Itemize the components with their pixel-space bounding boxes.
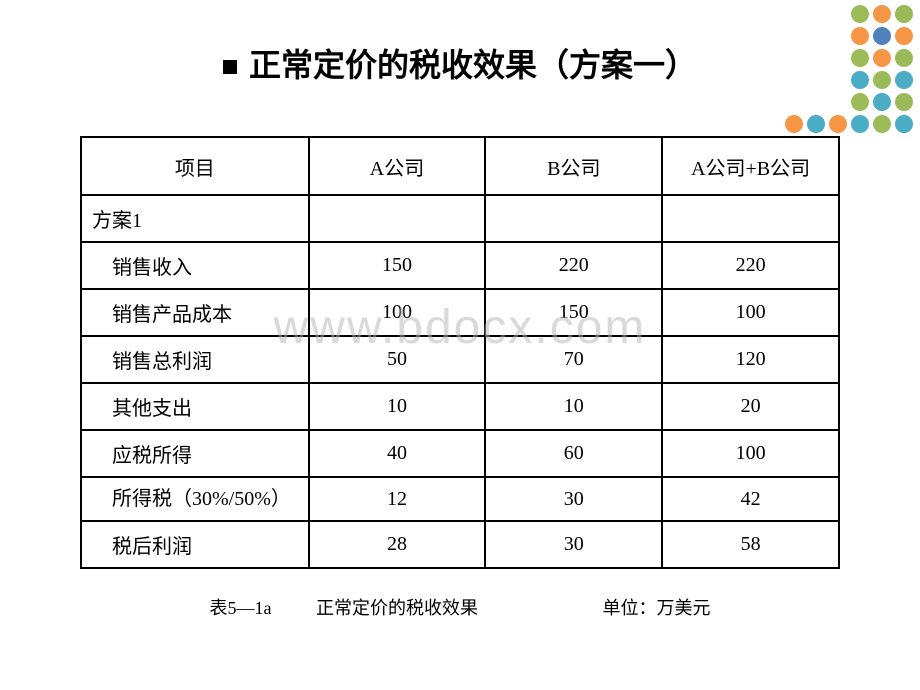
decoration-dot xyxy=(851,93,869,111)
table-row: 应税所得4060100 xyxy=(81,430,839,477)
decoration-dot xyxy=(785,115,803,133)
row-label: 销售收入 xyxy=(81,242,309,289)
cell-value: 30 xyxy=(485,521,662,568)
decoration-dot xyxy=(851,27,869,45)
table-row: 销售产品成本100150100 xyxy=(81,289,839,336)
table-row: 销售总利润5070120 xyxy=(81,336,839,383)
row-label: 税后利润 xyxy=(81,521,309,568)
decoration-dot xyxy=(851,5,869,23)
decoration-dot xyxy=(851,71,869,89)
title-text: 正常定价的税收效果（方案一） xyxy=(249,47,697,83)
title-bullet-icon xyxy=(223,60,237,74)
caption-table-no: 表5—1a xyxy=(210,594,272,620)
decoration-dot xyxy=(829,115,847,133)
table-row: 其他支出101020 xyxy=(81,383,839,430)
table-header-row: 项目 A公司 B公司 A公司+B公司 xyxy=(81,137,839,195)
cell-value: 30 xyxy=(485,477,662,521)
decoration-dot xyxy=(873,71,891,89)
slide-container: 正常定价的税收效果（方案一） www.bdocx.com 项目 A公司 B公司 … xyxy=(0,0,920,690)
cell-value: 100 xyxy=(309,289,486,336)
cell-value: 220 xyxy=(485,242,662,289)
row-label: 销售产品成本 xyxy=(81,289,309,336)
table-row: 税后利润283058 xyxy=(81,521,839,568)
cell-value: 28 xyxy=(309,521,486,568)
cell-value: 40 xyxy=(309,430,486,477)
cell-value: 100 xyxy=(662,430,839,477)
header-item: 项目 xyxy=(81,137,309,195)
cell-value: 10 xyxy=(309,383,486,430)
caption-title: 正常定价的税收效果 xyxy=(316,594,478,620)
table-row: 方案1 xyxy=(81,195,839,242)
row-label: 其他支出 xyxy=(81,383,309,430)
decoration-dot xyxy=(873,5,891,23)
cell-value: 150 xyxy=(309,242,486,289)
row-label: 应税所得 xyxy=(81,430,309,477)
cell-empty xyxy=(662,195,839,242)
cell-value: 10 xyxy=(485,383,662,430)
decoration-dot xyxy=(895,71,913,89)
header-company-a: A公司 xyxy=(309,137,486,195)
cell-value: 70 xyxy=(485,336,662,383)
decoration-dot xyxy=(895,115,913,133)
header-company-b: B公司 xyxy=(485,137,662,195)
cell-value: 42 xyxy=(662,477,839,521)
table-row: 销售收入150220220 xyxy=(81,242,839,289)
decoration-dot xyxy=(851,49,869,67)
decoration-dot xyxy=(895,49,913,67)
pricing-table: 项目 A公司 B公司 A公司+B公司 方案1销售收入150220220销售产品成… xyxy=(80,136,840,569)
row-label: 所得税（30%/50%） xyxy=(81,477,309,521)
caption-unit: 单位：万美元 xyxy=(603,594,711,620)
decoration-dot xyxy=(895,5,913,23)
cell-value: 100 xyxy=(662,289,839,336)
decoration-dot xyxy=(873,49,891,67)
decoration-dot xyxy=(807,115,825,133)
plan-label: 方案1 xyxy=(81,195,309,242)
corner-decoration xyxy=(785,5,915,145)
table-container: 项目 A公司 B公司 A公司+B公司 方案1销售收入150220220销售产品成… xyxy=(80,136,840,569)
cell-value: 58 xyxy=(662,521,839,568)
cell-value: 220 xyxy=(662,242,839,289)
cell-value: 12 xyxy=(309,477,486,521)
cell-value: 50 xyxy=(309,336,486,383)
decoration-dot xyxy=(895,27,913,45)
table-caption: 表5—1a 正常定价的税收效果 单位：万美元 xyxy=(50,594,870,620)
row-label: 销售总利润 xyxy=(81,336,309,383)
table-row: 所得税（30%/50%）123042 xyxy=(81,477,839,521)
cell-empty xyxy=(309,195,486,242)
cell-value: 150 xyxy=(485,289,662,336)
cell-value: 120 xyxy=(662,336,839,383)
decoration-dot xyxy=(851,115,869,133)
decoration-dot xyxy=(873,27,891,45)
slide-title: 正常定价的税收效果（方案一） xyxy=(50,40,870,86)
cell-empty xyxy=(485,195,662,242)
decoration-dot xyxy=(873,93,891,111)
cell-value: 60 xyxy=(485,430,662,477)
decoration-dot xyxy=(895,93,913,111)
decoration-dot xyxy=(873,115,891,133)
cell-value: 20 xyxy=(662,383,839,430)
header-company-ab: A公司+B公司 xyxy=(662,137,839,195)
